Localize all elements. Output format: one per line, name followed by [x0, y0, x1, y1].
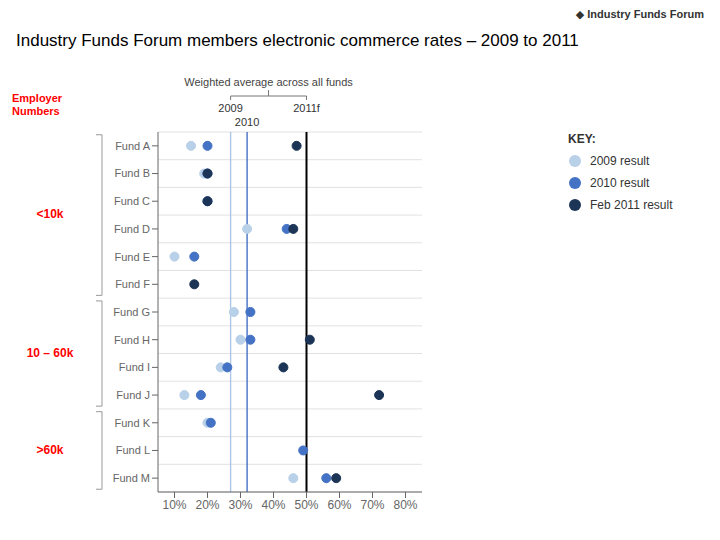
svg-text:Fund D: Fund D: [114, 223, 150, 235]
svg-text:2011f: 2011f: [293, 102, 321, 114]
svg-text:20%: 20%: [195, 498, 219, 512]
svg-text:30%: 30%: [228, 498, 252, 512]
svg-text:2009: 2009: [218, 102, 242, 114]
svg-text:Fund K: Fund K: [115, 417, 151, 429]
svg-text:Weighted average across all fu: Weighted average across all funds: [184, 76, 353, 88]
html-text:Industry Funds Forum members e: Industry Funds Forum members electronic …: [16, 31, 579, 50]
svg-text:2010: 2010: [235, 116, 259, 128]
svg-text:Fund H: Fund H: [114, 334, 150, 346]
svg-text:Fund L: Fund L: [116, 444, 150, 456]
svg-text:Fund J: Fund J: [116, 389, 150, 401]
html-text:2009 result: 2009 result: [590, 154, 650, 168]
svg-text:Fund F: Fund F: [115, 278, 150, 290]
svg-text:60%: 60%: [327, 498, 351, 512]
svg-text:50%: 50%: [294, 498, 318, 512]
svg-text:80%: 80%: [393, 498, 417, 512]
svg-text:Fund M: Fund M: [113, 472, 150, 484]
svg-text:40%: 40%: [261, 498, 285, 512]
html-text:2010 result: 2010 result: [590, 176, 650, 190]
svg-text:Fund E: Fund E: [115, 251, 150, 263]
svg-text:Fund C: Fund C: [114, 195, 150, 207]
svg-text:Fund B: Fund B: [115, 167, 150, 179]
svg-text:<10k: <10k: [36, 207, 63, 221]
svg-text:Fund I: Fund I: [119, 361, 150, 373]
svg-text:10 – 60k: 10 – 60k: [27, 346, 74, 360]
svg-text:Fund G: Fund G: [113, 306, 150, 318]
html-text:◆ Industry Funds Forum: ◆ Industry Funds Forum: [575, 8, 704, 20]
html-text:Employer Numbers: Employer Numbers: [12, 92, 63, 117]
svg-text:70%: 70%: [360, 498, 384, 512]
html-text:KEY:: KEY:: [568, 132, 596, 146]
svg-text:10%: 10%: [162, 498, 186, 512]
svg-text:>60k: >60k: [36, 443, 63, 457]
html-text:Feb 2011 result: Feb 2011 result: [590, 198, 673, 212]
svg-text:Fund A: Fund A: [115, 140, 151, 152]
